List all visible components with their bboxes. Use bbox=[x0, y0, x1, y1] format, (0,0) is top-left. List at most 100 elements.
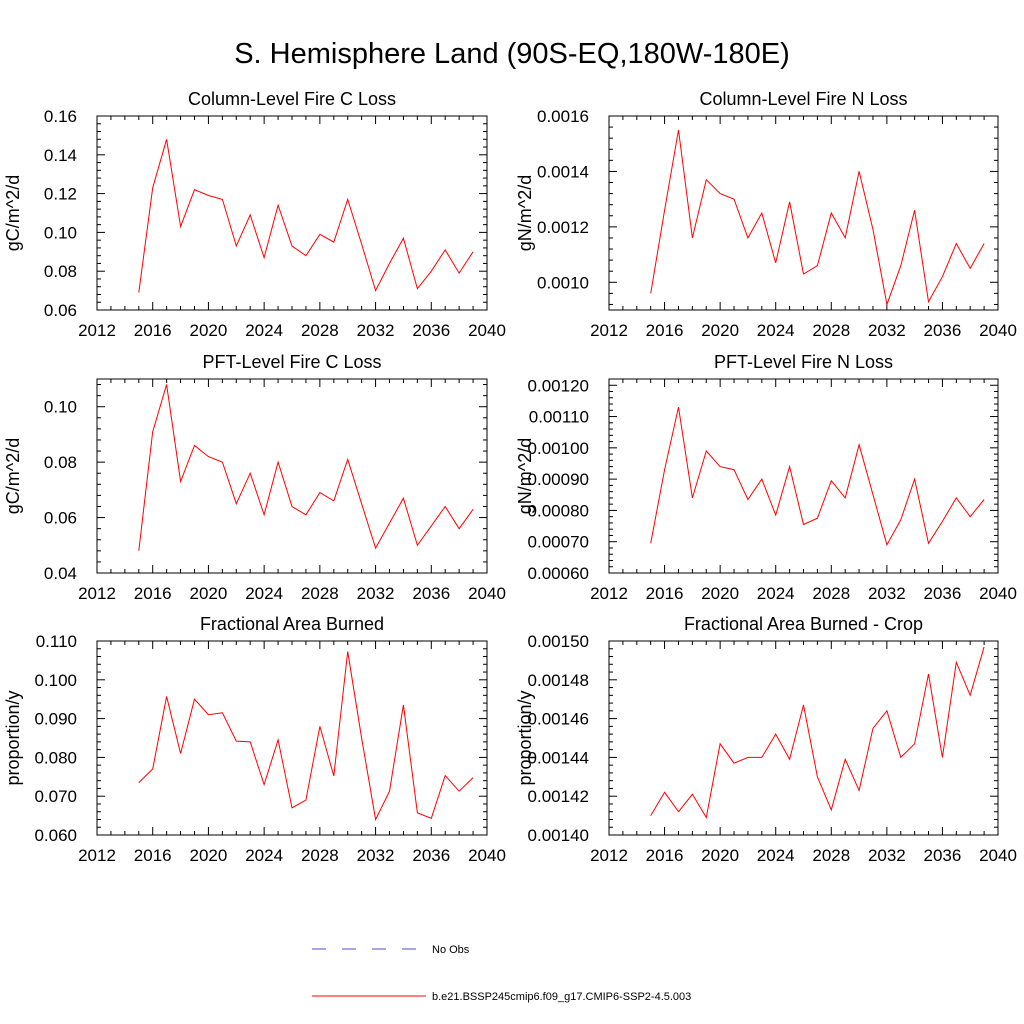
y-tick-label: 0.00146 bbox=[528, 710, 589, 729]
chart-panel-6: 2012 2016 2020 2024 2028 2032 2036 2040 0.00140 0… bbox=[515, 614, 1017, 865]
legend-obs-label: No Obs bbox=[432, 944, 470, 956]
chart-panel-4: 2012 2016 2020 2024 2028 2032 2036 2040 0.00060 0… bbox=[515, 352, 1017, 603]
y-tick-label: 0.090 bbox=[34, 710, 77, 729]
plot-frame bbox=[608, 378, 999, 574]
y-tick-label: 0.00120 bbox=[528, 376, 589, 395]
y-tick-label: 0.00060 bbox=[528, 564, 589, 583]
x-tick-label: 2032 bbox=[868, 321, 906, 340]
x-tick-label: 2024 bbox=[245, 584, 283, 603]
x-tick-label: 2024 bbox=[757, 846, 795, 865]
plot-frame bbox=[96, 115, 488, 311]
y-tick-label: 0.00100 bbox=[528, 439, 589, 458]
y-tick-label: 0.00110 bbox=[529, 408, 589, 427]
y-tick-label: 0.110 bbox=[36, 632, 77, 651]
x-tick-label: 2024 bbox=[245, 321, 283, 340]
legend: No Obs b.e21.BSSP245cmip6.f09_g17.CMIP6-S… bbox=[312, 944, 691, 1003]
y-tick-label: 0.00080 bbox=[528, 501, 589, 520]
x-tick-label: 2012 bbox=[590, 846, 628, 865]
y-axis-label: proportion/y bbox=[515, 690, 535, 785]
x-tick-label: 2020 bbox=[190, 846, 228, 865]
series-line bbox=[138, 384, 474, 551]
x-tick-label: 2028 bbox=[812, 584, 850, 603]
x-tick-label: 2020 bbox=[190, 321, 228, 340]
x-tick-label: 2040 bbox=[979, 321, 1017, 340]
x-tick-label: 2024 bbox=[757, 584, 795, 603]
y-tick-label: 0.0012 bbox=[537, 218, 589, 237]
x-tick-label: 2012 bbox=[78, 584, 116, 603]
y-tick-label: 0.00150 bbox=[528, 632, 589, 651]
x-tick-label: 2012 bbox=[590, 321, 628, 340]
series-line bbox=[138, 139, 474, 293]
x-tick-label: 2012 bbox=[78, 321, 116, 340]
y-axis-label: gN/m^2/d bbox=[515, 438, 535, 514]
x-tick-label: 2024 bbox=[757, 321, 795, 340]
chart-panel-5: 2012 2016 2020 2024 2028 2032 2036 2040 0.060 0.0… bbox=[3, 614, 506, 865]
y-tick-label: 0.00090 bbox=[528, 470, 589, 489]
y-tick-label: 0.0016 bbox=[537, 107, 589, 126]
x-tick-label: 2020 bbox=[701, 584, 739, 603]
x-tick-label: 2036 bbox=[924, 846, 962, 865]
x-tick-label: 2040 bbox=[468, 584, 506, 603]
y-tick-label: 0.04 bbox=[44, 564, 77, 583]
x-tick-label: 2032 bbox=[357, 846, 395, 865]
y-tick-label: 0.0010 bbox=[537, 273, 589, 292]
chart-panel-2: 2012 2016 2020 2024 2028 2032 2036 2040 0.0010 0.… bbox=[515, 89, 1017, 340]
y-axis-label: proportion/y bbox=[3, 690, 23, 785]
panel-title: Column-Level Fire C Loss bbox=[188, 89, 396, 109]
y-tick-label: 0.080 bbox=[34, 748, 77, 767]
page-title: S. Hemisphere Land (90S-EQ,180W-180E) bbox=[234, 38, 790, 70]
x-tick-label: 2028 bbox=[812, 846, 850, 865]
x-tick-label: 2020 bbox=[701, 321, 739, 340]
x-tick-label: 2012 bbox=[590, 584, 628, 603]
x-tick-label: 2016 bbox=[134, 321, 172, 340]
panel-title: Fractional Area Burned - Crop bbox=[684, 614, 923, 634]
y-tick-label: 0.08 bbox=[44, 453, 77, 472]
chart-panel-1: 2012 2016 2020 2024 2028 2032 2036 2040 0.06 0.08… bbox=[3, 89, 506, 340]
y-tick-label: 0.06 bbox=[44, 301, 77, 320]
x-tick-label: 2040 bbox=[468, 321, 506, 340]
series-line bbox=[650, 407, 985, 547]
x-tick-label: 2032 bbox=[868, 846, 906, 865]
y-tick-label: 0.12 bbox=[44, 185, 77, 204]
panel-title: Column-Level Fire N Loss bbox=[699, 89, 907, 109]
series-line bbox=[650, 129, 985, 307]
y-axis-label: gN/m^2/d bbox=[515, 175, 535, 251]
x-tick-label: 2016 bbox=[646, 321, 684, 340]
x-tick-label: 2036 bbox=[412, 321, 450, 340]
x-tick-label: 2016 bbox=[134, 584, 172, 603]
series-line bbox=[138, 651, 474, 822]
plot-frame bbox=[96, 378, 488, 574]
x-tick-label: 2020 bbox=[701, 846, 739, 865]
x-tick-label: 2028 bbox=[301, 321, 339, 340]
x-tick-label: 2016 bbox=[646, 846, 684, 865]
legend-model-label: b.e21.BSSP245cmip6.f09_g17.CMIP6-SSP2-4.… bbox=[432, 991, 691, 1003]
x-tick-label: 2012 bbox=[78, 846, 116, 865]
x-tick-label: 2028 bbox=[301, 584, 339, 603]
x-tick-label: 2040 bbox=[468, 846, 506, 865]
y-tick-label: 0.060 bbox=[34, 826, 77, 845]
x-tick-label: 2036 bbox=[412, 846, 450, 865]
y-tick-label: 0.08 bbox=[44, 262, 77, 281]
y-tick-label: 0.14 bbox=[44, 146, 77, 165]
x-tick-label: 2024 bbox=[245, 846, 283, 865]
y-tick-label: 0.10 bbox=[44, 223, 77, 242]
x-tick-label: 2032 bbox=[868, 584, 906, 603]
y-tick-label: 0.10 bbox=[44, 398, 77, 417]
y-tick-label: 0.00148 bbox=[528, 671, 589, 690]
x-tick-label: 2040 bbox=[979, 846, 1017, 865]
x-tick-label: 2036 bbox=[412, 584, 450, 603]
series-line bbox=[650, 646, 985, 819]
y-tick-label: 0.16 bbox=[44, 107, 77, 126]
y-tick-label: 0.00144 bbox=[528, 748, 589, 767]
x-tick-label: 2016 bbox=[134, 846, 172, 865]
y-tick-label: 0.0014 bbox=[537, 162, 589, 181]
x-tick-label: 2016 bbox=[646, 584, 684, 603]
x-tick-label: 2032 bbox=[357, 321, 395, 340]
x-tick-label: 2020 bbox=[190, 584, 228, 603]
y-tick-label: 0.06 bbox=[44, 509, 77, 528]
y-axis-label: gC/m^2/d bbox=[3, 175, 23, 251]
chart-panel-3: 2012 2016 2020 2024 2028 2032 2036 2040 0.04 0.06… bbox=[3, 352, 506, 603]
x-tick-label: 2028 bbox=[812, 321, 850, 340]
y-tick-label: 0.00070 bbox=[528, 533, 589, 552]
